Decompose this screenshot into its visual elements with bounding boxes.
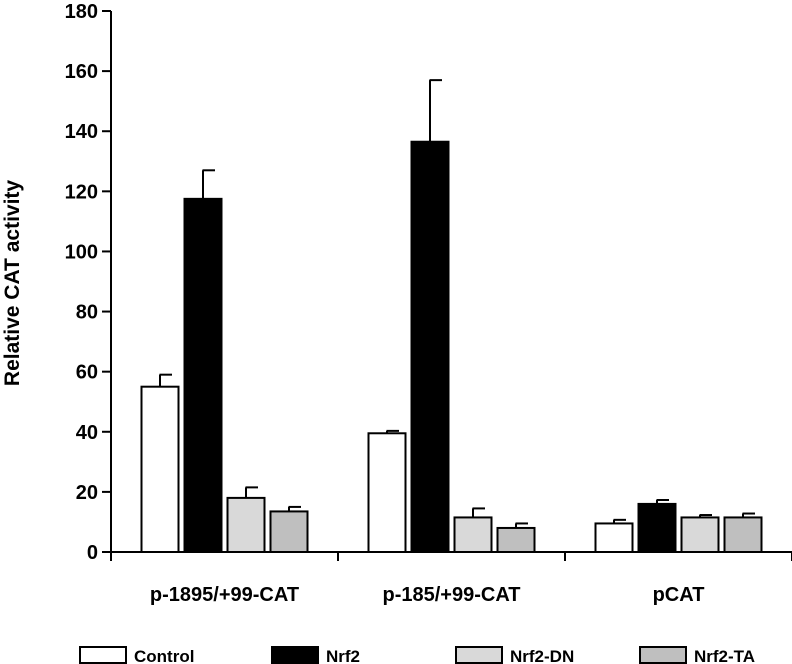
- category-label: p-1895/+99-CAT: [150, 584, 299, 606]
- y-axis-title: Relative CAT activity: [1, 180, 24, 387]
- y-tick-label: 120: [65, 181, 98, 203]
- bar-nrf2-dn: [226, 496, 266, 553]
- y-tick-label: 60: [76, 362, 98, 384]
- x-axis: [110, 551, 792, 561]
- legend-label: Nrf2: [326, 647, 360, 664]
- legend-swatch: [79, 646, 127, 664]
- bar-nrf2-dn: [680, 516, 720, 553]
- bar-control: [140, 385, 180, 554]
- bar-nrf2-dn: [453, 516, 493, 553]
- bar-nrf2: [183, 197, 223, 553]
- legend-swatch: [271, 646, 319, 664]
- bar-nrf2-ta: [723, 516, 763, 553]
- bar-nrf2: [410, 140, 450, 553]
- bar-nrf2-ta: [496, 526, 536, 554]
- legend-label: Control: [134, 647, 194, 664]
- y-tick-label: 0: [87, 542, 98, 564]
- legend-swatch: [639, 646, 687, 664]
- bar-nrf2-ta: [269, 510, 309, 553]
- legend-label: Nrf2-TA: [694, 647, 755, 664]
- bar-control: [594, 522, 634, 553]
- category-label: p-185/+99-CAT: [382, 584, 520, 606]
- y-tick-label: 40: [76, 422, 98, 444]
- y-tick-label: 180: [65, 1, 98, 23]
- legend-label: Nrf2-DN: [510, 647, 574, 664]
- y-tick-label: 160: [65, 61, 98, 83]
- bar-control: [367, 432, 407, 553]
- y-tick-label: 140: [65, 121, 98, 143]
- legend-swatch: [455, 646, 503, 664]
- bars: [140, 79, 763, 554]
- y-tick-label: 100: [65, 241, 98, 263]
- bar-nrf2: [637, 502, 677, 553]
- legend: Control Nrf2 Nrf2-DN Nrf2-TA: [79, 646, 755, 664]
- category-label: pCAT: [653, 584, 705, 606]
- y-tick-label: 20: [76, 482, 98, 504]
- y-tick-label: 80: [76, 302, 98, 324]
- y-axis: 0 20 40 60 80 100 120 140 160 180: [65, 1, 112, 564]
- category-labels: p-1895/+99-CAT p-185/+99-CAT pCAT: [150, 584, 704, 606]
